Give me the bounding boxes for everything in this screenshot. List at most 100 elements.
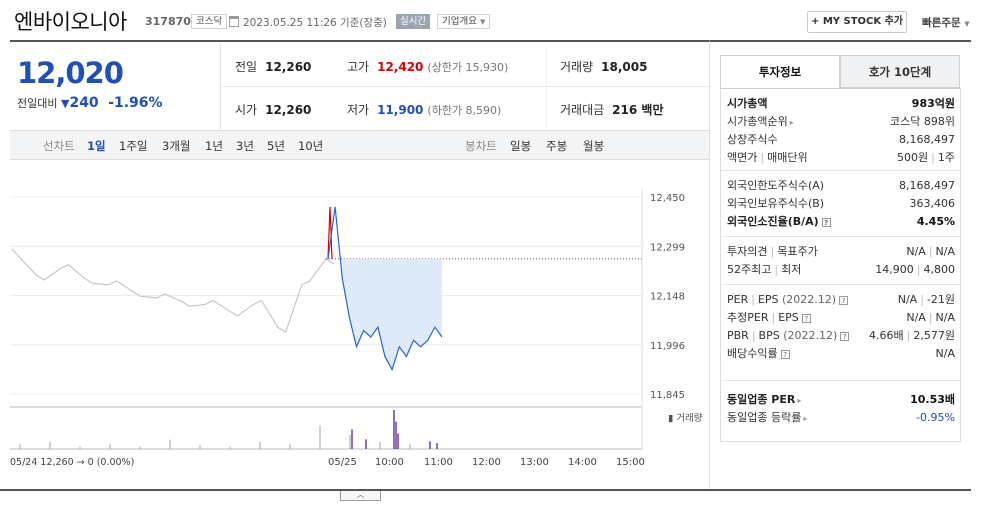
info-row: 외국인보유주식수(B) 363,406 xyxy=(727,195,955,213)
upper-limit: (상한가 15,930) xyxy=(427,61,509,74)
info-row-label: 외국인소진율(B/A)? xyxy=(727,213,831,231)
candle-weekly[interactable]: 주봉 xyxy=(546,139,568,153)
caret-right-icon[interactable]: ▸ xyxy=(797,396,802,405)
prev-close: 전일 12,260 xyxy=(235,58,311,75)
lower-limit: (하한가 8,590) xyxy=(427,104,502,117)
info-row-label: PER | EPS (2022.12)? xyxy=(727,291,849,309)
tab-investment-info[interactable]: 투자정보 xyxy=(720,55,840,88)
period-10y[interactable]: 10년 xyxy=(298,139,324,153)
info-row-value: 363,406 xyxy=(909,197,956,210)
info-row-value: 14,900 | 4,800 xyxy=(875,263,955,276)
caret-right-icon[interactable]: ▸ xyxy=(789,118,794,127)
period-5y[interactable]: 5년 xyxy=(267,139,285,153)
amount-label: 거래대금 xyxy=(560,103,605,117)
period-1w[interactable]: 1주일 xyxy=(119,139,148,153)
x-tick-label: 15:00 xyxy=(616,457,645,468)
price-chart-svg: 12,450 12,299 12,148 11,996 11,845 ▮ 거래량 05/25… xyxy=(10,188,703,468)
chart-period-bar: 선차트 1일 1주일 3개월 1년 3년 5년 10년 봉차트 일봉 주봉 월봉 xyxy=(10,130,710,160)
info-row-value: 4.66배 | 2,577원 xyxy=(869,329,955,342)
stock-header: 엔바이오니아 317870 코스닥 2023.05.25 11:26 기준(장중… xyxy=(0,0,981,42)
info-section: PER | EPS (2022.12)? N/A | -21원 추정PER | EPS? N/A |… xyxy=(721,285,960,381)
info-row-label: 상장주식수 xyxy=(727,133,778,146)
company-overview-label: 기업개요 xyxy=(442,16,477,27)
info-row: 외국인한도주식수(A) 8,168,497 xyxy=(727,177,955,195)
candle-monthly[interactable]: 월봉 xyxy=(583,139,605,153)
period-1y[interactable]: 1년 xyxy=(205,139,223,153)
info-row: 배당수익률? N/A xyxy=(727,345,955,363)
volume-value: 18,005 xyxy=(601,60,648,74)
info-row: PBR | BPS (2022.12)? 4.66배 | 2,577원 xyxy=(727,327,955,345)
info-row-label: 추정PER | EPS? xyxy=(727,309,811,327)
quote-datetime: 2023.05.25 11:26 기준(장중) xyxy=(243,17,387,29)
info-row: 상장주식수 8,168,497 xyxy=(727,131,955,149)
info-row-value: 4.45% xyxy=(916,215,955,228)
add-mystock-button[interactable]: + MY STOCK 추가 xyxy=(807,11,907,33)
volume: 거래량 18,005 xyxy=(560,58,647,75)
info-row: 투자의견 | 목표주가 N/A | N/A xyxy=(727,243,955,261)
period-3m[interactable]: 3개월 xyxy=(162,139,191,153)
info-row: 52주최고 | 최저 14,900 | 4,800 xyxy=(727,261,955,279)
info-row-label: 시가총액 xyxy=(727,97,768,110)
info-row-value: -0.95% xyxy=(916,411,955,424)
open-value: 12,260 xyxy=(265,103,312,117)
info-row-value: 코스닥 898위 xyxy=(890,115,955,128)
info-row: 액면가 | 매매단위 500원 | 1주 xyxy=(727,149,955,167)
chart-toggle-handle[interactable]: ︿ xyxy=(340,489,381,501)
investment-info-panel: 투자정보 호가 10단계 시가총액 983억원 시가총액순위 ▸ 코스닥 898위 상장주… xyxy=(709,40,971,490)
info-row-label: 52주최고 | 최저 xyxy=(727,263,802,276)
help-icon[interactable]: ? xyxy=(839,296,849,305)
realtime-badge: 실시간 xyxy=(396,14,431,29)
amount-value: 216 백만 xyxy=(612,103,664,117)
info-row-value: 8,168,497 xyxy=(899,179,955,192)
info-section: 시가총액 983억원 시가총액순위 ▸ 코스닥 898위 상장주식수 8,168,497 액면… xyxy=(721,89,960,171)
info-row: PER | EPS (2022.12)? N/A | -21원 xyxy=(727,291,955,309)
down-arrow-icon: ▼ xyxy=(60,97,70,110)
info-row: 추정PER | EPS? N/A | N/A xyxy=(727,309,955,327)
open-label: 시가 xyxy=(235,103,258,117)
candle-chart-label: 봉차트 xyxy=(465,139,497,153)
investment-info-table: 시가총액 983억원 시가총액순위 ▸ 코스닥 898위 상장주식수 8,168,497 액면… xyxy=(720,88,961,442)
help-icon[interactable]: ? xyxy=(840,332,850,341)
info-row-value: N/A | N/A xyxy=(906,245,955,258)
prev-close-value: 12,260 xyxy=(265,60,312,74)
x-tick-label: 14:00 xyxy=(568,457,597,468)
high-value: 12,420 xyxy=(377,60,424,74)
series-today-line xyxy=(327,206,443,372)
change-label: 전일대비 xyxy=(17,97,58,110)
stock-code: 317870 xyxy=(145,15,191,28)
y-tick-label: 12,299 xyxy=(650,242,685,253)
current-price: 12,020 xyxy=(17,56,124,90)
candle-daily[interactable]: 일봉 xyxy=(510,139,532,153)
price-chart[interactable]: 12,450 12,299 12,148 11,996 11,845 ▮ 거래량 05/25… xyxy=(10,160,710,490)
quick-order-button[interactable]: 빠른주문 ▼ xyxy=(922,15,970,30)
caret-right-icon[interactable]: ▸ xyxy=(803,414,808,423)
info-row-value: 8,168,497 xyxy=(899,133,955,146)
tab-orderbook-10[interactable]: 호가 10단계 xyxy=(840,55,960,88)
prev-day-label: 05/24 12,260 → 0 (0.00%) xyxy=(10,457,134,468)
company-overview-dropdown[interactable]: 기업개요 ▼ xyxy=(437,14,491,29)
info-row: 외국인소진율(B/A)? 4.45% xyxy=(727,213,955,231)
info-row: 동일업종 PER ▸ 10.53배 xyxy=(727,391,955,409)
low-label: 저가 xyxy=(347,103,370,117)
panel-tabs: 투자정보 호가 10단계 xyxy=(720,55,961,88)
info-section: 동일업종 PER ▸ 10.53배 동일업종 등락률 ▸ -0.95% xyxy=(721,381,960,443)
period-3y[interactable]: 3년 xyxy=(236,139,254,153)
y-tick-label: 12,450 xyxy=(650,193,685,204)
info-row: 시가총액순위 ▸ 코스닥 898위 xyxy=(727,113,955,131)
info-row: 동일업종 등락률 ▸ -0.95% xyxy=(727,409,955,427)
help-icon[interactable]: ? xyxy=(821,218,831,227)
below-prev-close-area xyxy=(342,258,442,370)
chevron-down-icon: ▼ xyxy=(964,20,970,28)
low-value: 11,900 xyxy=(377,103,424,117)
info-row-label: 시가총액순위 ▸ xyxy=(727,115,794,128)
change-value: 240 xyxy=(69,95,99,111)
high-price: 고가 12,420 (상한가 15,930) xyxy=(347,58,508,75)
y-tick-label: 12,148 xyxy=(650,292,685,303)
info-row-label: 투자의견 | 목표주가 xyxy=(727,245,818,258)
info-row-value: N/A xyxy=(935,347,955,360)
help-icon[interactable]: ? xyxy=(801,314,811,323)
open-price: 시가 12,260 xyxy=(235,101,311,118)
help-icon[interactable]: ? xyxy=(780,350,790,359)
y-tick-label: 11,996 xyxy=(650,341,685,352)
period-1d[interactable]: 1일 xyxy=(87,139,106,153)
